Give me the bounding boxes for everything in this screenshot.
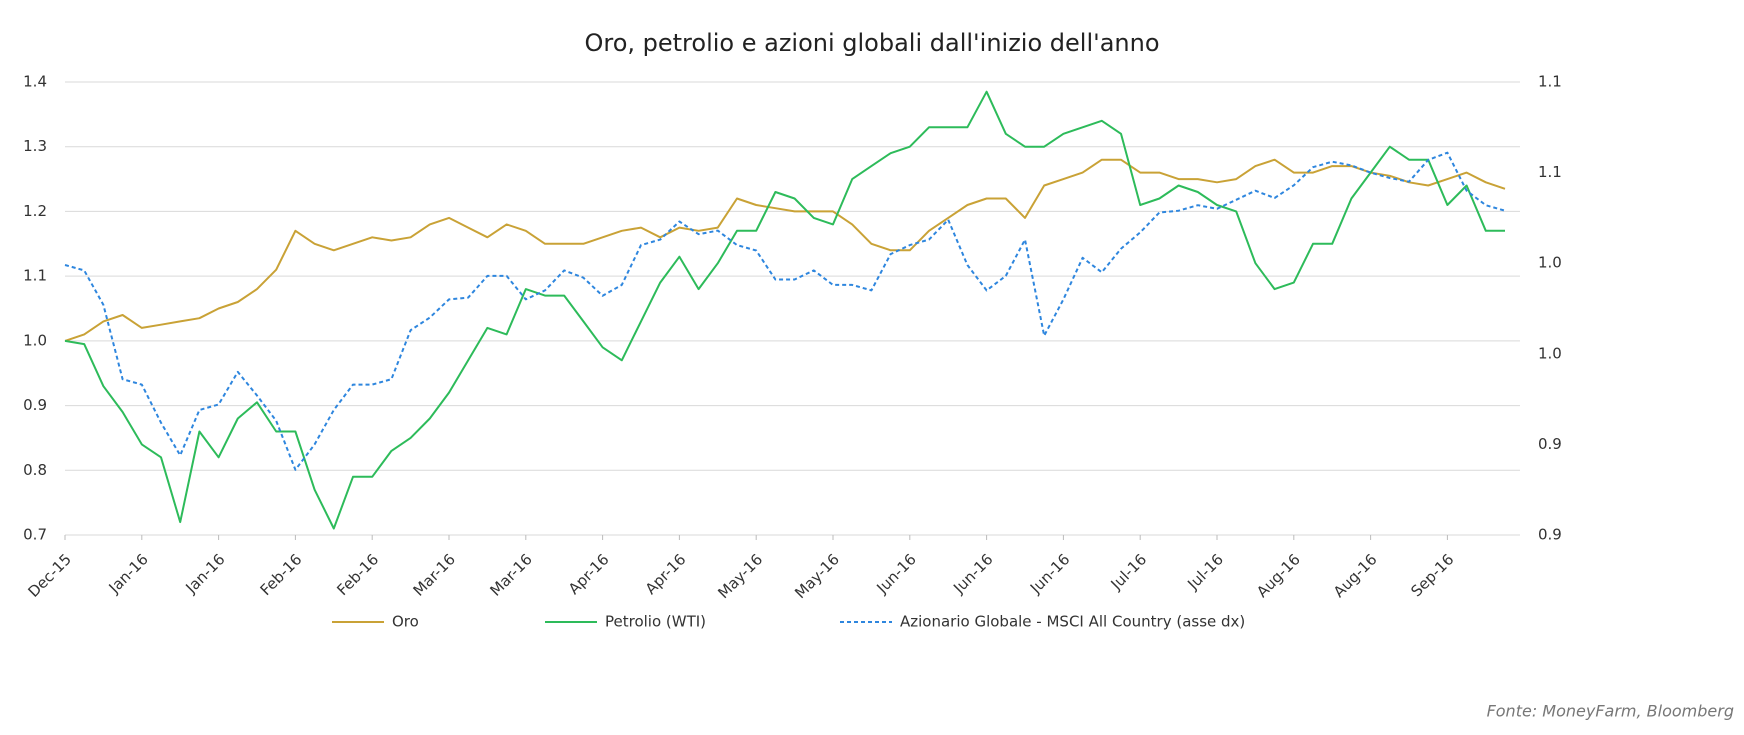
y-tick-label: 0.7 [23,526,47,544]
y-tick-label: 0.9 [23,396,47,414]
legend-label: Azionario Globale - MSCI All Country (as… [900,613,1245,631]
y-tick-label: 1.4 [23,73,47,91]
legend-label: Oro [392,613,419,631]
y2-tick-label: 0.9 [1538,435,1562,453]
y2-tick-label: 1.0 [1538,254,1562,272]
y-tick-label: 0.8 [23,461,47,479]
y2-tick-label: 1.1 [1538,73,1562,91]
y2-tick-label: 1.1 [1538,163,1562,181]
y-tick-label: 1.1 [23,267,47,285]
legend-label: Petrolio (WTI) [605,613,706,631]
y2-tick-label: 1.0 [1538,344,1562,362]
y2-tick-label: 0.9 [1538,526,1562,544]
y-tick-label: 1.2 [23,202,47,220]
series-line [64,151,1506,471]
source-note: Fonte: MoneyFarm, Bloomberg [1487,702,1734,721]
y-tick-label: 1.0 [23,331,47,349]
series-line [64,90,1505,530]
y-tick-label: 1.3 [23,137,47,155]
chart-title: Oro, petrolio e azioni globali dall'iniz… [584,29,1159,57]
series-line [64,158,1506,342]
